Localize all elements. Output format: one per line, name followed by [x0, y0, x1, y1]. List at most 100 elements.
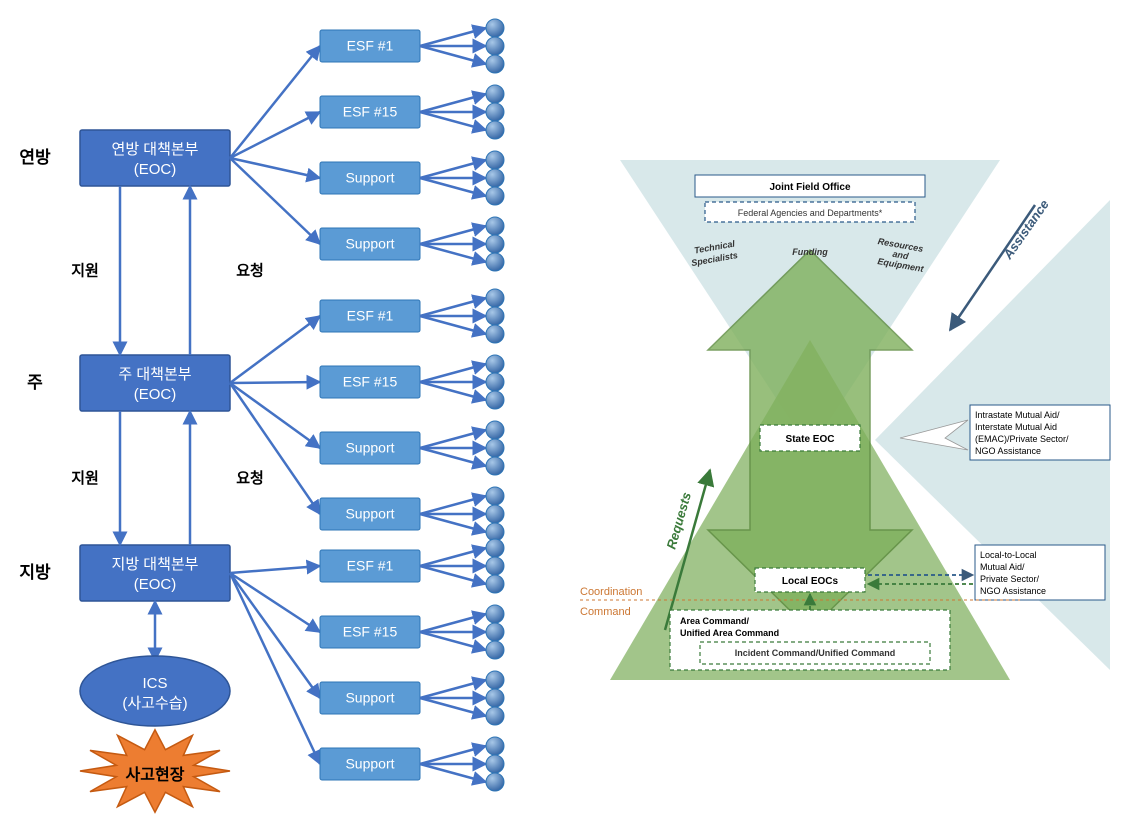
ics-sublabel: (사고수습) [122, 695, 187, 712]
incident-label: 사고현장 [126, 765, 185, 784]
dot-connector [420, 298, 486, 316]
resource-dot [486, 355, 504, 373]
eoc-label: 연방 대책본부 [112, 141, 199, 158]
eoc-label: 주 대책본부 [118, 366, 191, 383]
esf-label: ESF #15 [343, 104, 398, 120]
dot-connector [420, 316, 486, 334]
resource-dot [486, 151, 504, 169]
level-label: 지방 [19, 563, 51, 582]
resource-dot [486, 121, 504, 139]
resource-dot [486, 439, 504, 457]
local-mutual-line: Local-to-Local [980, 550, 1037, 560]
resource-dot [486, 169, 504, 187]
right-diagram: Joint Field Office Federal Agencies and D… [580, 160, 1110, 680]
dot-connector [420, 382, 486, 400]
intrastate-line: Intrastate Mutual Aid/ [975, 410, 1060, 420]
local-mutual-line: Private Sector/ [980, 574, 1040, 584]
esf-connector [230, 383, 320, 448]
dot-connector [420, 112, 486, 130]
resource-dot [486, 737, 504, 755]
resource-dot [486, 623, 504, 641]
resource-dot [486, 85, 504, 103]
dot-connector [420, 244, 486, 262]
esf-connector [230, 566, 320, 573]
resource-dot [486, 307, 504, 325]
fed-label: Federal Agencies and Departments* [738, 208, 883, 218]
diagram-canvas: 연방연방 대책본부(EOC)주주 대책본부(EOC)지방지방 대책본부(EOC)… [0, 0, 1130, 817]
resource-dot [486, 457, 504, 475]
esf-label: ESF #1 [347, 558, 394, 574]
esf-connector [230, 382, 320, 383]
dot-connector [420, 632, 486, 650]
esf-label: Support [345, 236, 394, 252]
eoc-label: 지방 대책본부 [112, 556, 199, 573]
esf-connector [230, 46, 320, 158]
jfo-label: Joint Field Office [769, 182, 851, 193]
dot-connector [420, 430, 486, 448]
eoc-sublabel: (EOC) [134, 386, 177, 403]
resource-dot [486, 523, 504, 541]
esf-connector [230, 158, 320, 178]
resource-dot [486, 689, 504, 707]
resource-dot [486, 539, 504, 557]
dot-connector [420, 448, 486, 466]
resource-dot [486, 19, 504, 37]
esf-connector [230, 158, 320, 244]
level-label: 연방 [19, 148, 51, 167]
resource-dot [486, 235, 504, 253]
resource-dot [486, 55, 504, 73]
intrastate-line: Interstate Mutual Aid [975, 422, 1057, 432]
dot-connector [420, 566, 486, 584]
dot-connector [420, 548, 486, 566]
intrastate-line: (EMAC)/Private Sector/ [975, 434, 1069, 444]
ics-label: ICS [142, 675, 167, 692]
area-cmd-label: Area Command/ [680, 616, 750, 626]
local-eoc-label: Local EOCs [782, 576, 839, 587]
flow-request-label: 요청 [236, 263, 264, 280]
dot-connector [420, 94, 486, 112]
flow-support-label: 지원 [71, 263, 99, 280]
assistance-label: Assistance [1000, 197, 1052, 263]
resource-dot [486, 557, 504, 575]
dot-connector [420, 614, 486, 632]
intrastate-line: NGO Assistance [975, 446, 1041, 456]
resource-dot [486, 187, 504, 205]
resource-dot [486, 289, 504, 307]
esf-label: ESF #1 [347, 308, 394, 324]
resource-dot [486, 373, 504, 391]
dot-connector [420, 680, 486, 698]
dot-connector [420, 160, 486, 178]
resource-dot [486, 421, 504, 439]
esf-connector [230, 112, 320, 158]
resource-dot [486, 641, 504, 659]
resource-dot [486, 605, 504, 623]
esf-label: Support [345, 506, 394, 522]
resource-dot [486, 103, 504, 121]
esf-label: ESF #15 [343, 374, 398, 390]
dot-connector [420, 496, 486, 514]
esf-label: ESF #15 [343, 624, 398, 640]
coord-label: Coordination [580, 586, 642, 598]
resource-dot [486, 575, 504, 593]
dot-connector [420, 514, 486, 532]
resource-dot [486, 487, 504, 505]
esf-label: Support [345, 690, 394, 706]
dot-connector [420, 226, 486, 244]
esf-label: ESF #1 [347, 38, 394, 54]
resource-dot [486, 755, 504, 773]
local-mutual-line: Mutual Aid/ [980, 562, 1025, 572]
esf-connector [230, 316, 320, 383]
left-diagram: 연방연방 대책본부(EOC)주주 대책본부(EOC)지방지방 대책본부(EOC)… [19, 19, 504, 812]
funding-label: Funding [792, 247, 828, 257]
dot-connector [420, 364, 486, 382]
eoc-sublabel: (EOC) [134, 161, 177, 178]
resource-dot [486, 391, 504, 409]
esf-connector [230, 573, 320, 698]
resource-dot [486, 773, 504, 791]
resource-dot [486, 671, 504, 689]
area-cmd-label2: Unified Area Command [680, 628, 779, 638]
local-mutual-line: NGO Assistance [980, 586, 1046, 596]
flow-request-label: 요청 [236, 470, 264, 487]
eoc-sublabel: (EOC) [134, 576, 177, 593]
dot-connector [420, 46, 486, 64]
